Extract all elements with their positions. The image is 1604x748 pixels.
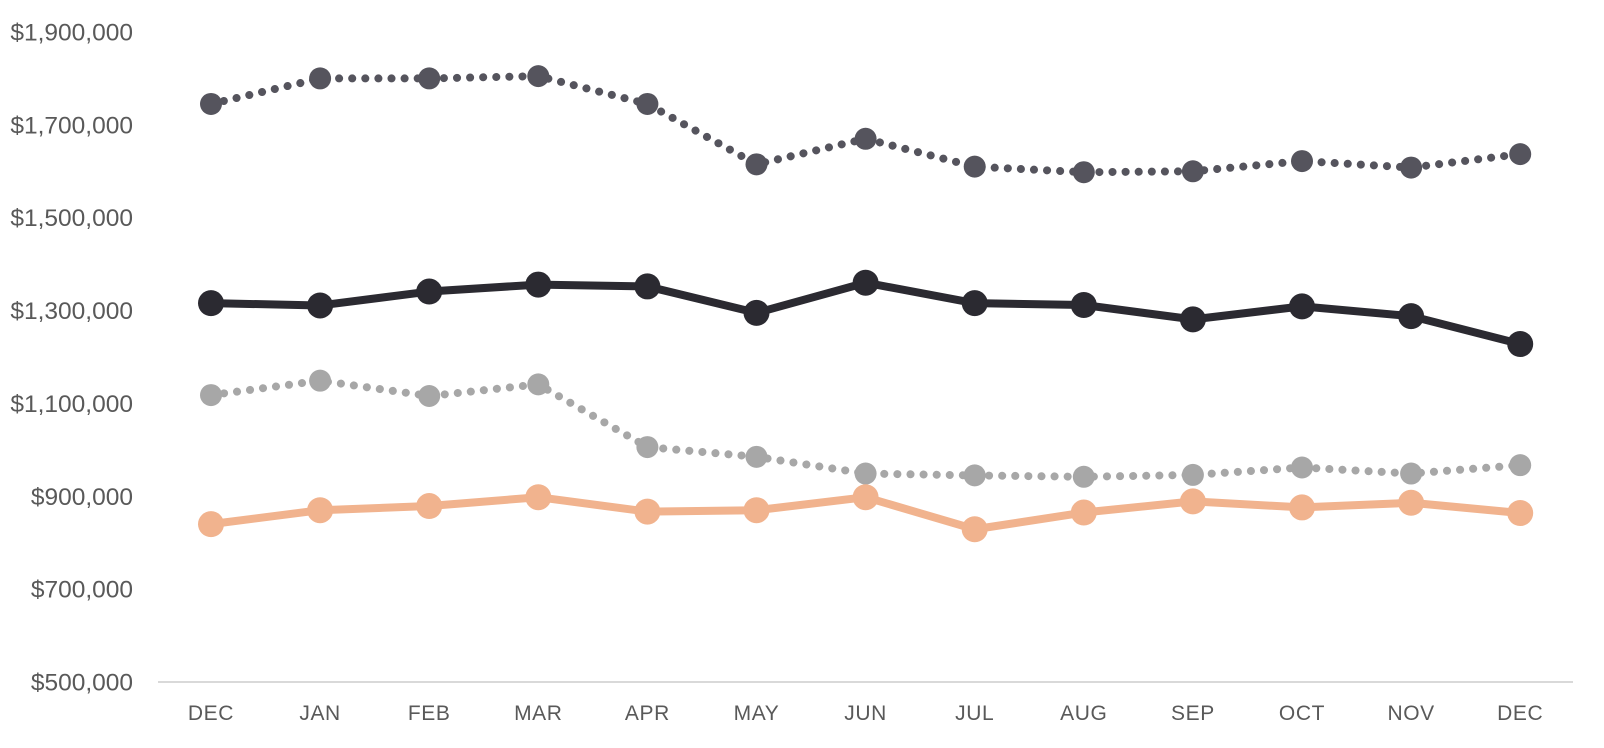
x-axis-tick-label: JUL [955, 702, 994, 725]
black-solid-series-marker [525, 271, 552, 298]
black-solid-series-marker [1179, 306, 1206, 333]
dark-dotted-series-marker [854, 127, 877, 150]
x-axis-tick-label: APR [625, 702, 670, 725]
gray-dotted-series-marker [1291, 456, 1313, 479]
peach-solid-series-marker [1507, 500, 1534, 526]
peach-solid-series-marker [1179, 488, 1206, 515]
dark-dotted-series-marker [1181, 160, 1204, 183]
black-solid-series-marker [743, 299, 770, 326]
black-solid-series-marker [416, 278, 443, 305]
dark-dotted-series-marker [1509, 143, 1532, 166]
y-axis-tick-label: $900,000 [31, 484, 133, 511]
gray-dotted-series-marker [1509, 454, 1532, 477]
gray-dotted-series-marker [745, 445, 768, 468]
x-axis-tick-label: JAN [299, 702, 340, 725]
peach-solid-series-marker [198, 511, 224, 538]
x-axis-tick-label: MAY [734, 702, 780, 725]
gray-dotted-series-marker [963, 464, 986, 487]
y-axis-tick-label: $1,100,000 [10, 391, 133, 418]
y-axis-tick-label: $1,500,000 [10, 205, 133, 232]
peach-solid-series-marker [961, 516, 988, 543]
gray-dotted-series-marker [1400, 462, 1423, 485]
y-axis-tick-label: $1,300,000 [10, 298, 133, 325]
peach-solid-series-marker [1398, 489, 1425, 516]
black-solid-series-marker [852, 269, 879, 296]
peach-solid-series-marker [743, 497, 770, 524]
black-solid-series-marker [1507, 331, 1534, 357]
dark-dotted-series-marker [636, 92, 659, 115]
black-solid-series-marker [1289, 293, 1315, 320]
black-solid-series-marker [1398, 303, 1425, 330]
black-solid-series-marker [198, 290, 224, 317]
x-axis-tick-label: NOV [1387, 702, 1434, 725]
gray-dotted-series-marker [1181, 463, 1204, 486]
gray-dotted-series-marker [1072, 465, 1095, 488]
x-axis-tick-label: SEP [1171, 702, 1215, 725]
dark-dotted-series-marker [1400, 156, 1423, 179]
x-axis-tick-label: OCT [1279, 702, 1325, 725]
black-solid-series-marker [307, 292, 334, 319]
dark-dotted-series-marker [1291, 150, 1313, 173]
black-solid-series-marker [634, 273, 661, 300]
black-solid-series-marker [1070, 292, 1097, 318]
x-axis-tick-label: AUG [1060, 702, 1107, 725]
dark-dotted-series-marker [1072, 161, 1095, 184]
gray-dotted-series-line [207, 376, 1525, 481]
dark-dotted-series-marker [418, 67, 441, 90]
x-axis-tick-label: MAR [514, 702, 562, 725]
y-axis-tick-label: $1,700,000 [10, 112, 133, 139]
peach-solid-series-marker [1070, 499, 1097, 526]
peach-solid-series-marker [852, 484, 879, 511]
x-axis-tick-label: DEC [1497, 702, 1543, 725]
dark-dotted-series-marker [309, 67, 332, 90]
dark-dotted-series-line [207, 72, 1525, 177]
gray-dotted-series-marker [418, 385, 441, 407]
x-axis-tick-label: DEC [188, 702, 234, 725]
y-axis-tick-label: $700,000 [31, 577, 133, 604]
peach-solid-series-marker [307, 497, 334, 524]
y-axis-tick-label: $500,000 [31, 670, 133, 697]
gray-dotted-series-marker [200, 384, 222, 407]
peach-solid-series-marker [525, 484, 552, 511]
gray-dotted-series-marker [309, 369, 332, 392]
x-axis-tick-label: JUN [844, 702, 887, 725]
dark-dotted-series-marker [963, 155, 986, 178]
dark-dotted-series-marker [745, 153, 768, 176]
gray-dotted-series-marker [636, 436, 659, 459]
dark-dotted-series-marker [527, 65, 550, 88]
dark-dotted-series-marker [200, 92, 222, 115]
gray-dotted-series-marker [854, 462, 877, 485]
gray-dotted-series-marker [527, 373, 550, 396]
x-axis-tick-label: FEB [408, 702, 451, 725]
peach-solid-series-marker [634, 498, 661, 525]
y-axis-tick-label: $1,900,000 [10, 20, 133, 47]
black-solid-series-marker [961, 290, 988, 317]
peach-solid-series-marker [1289, 494, 1315, 521]
peach-solid-series-marker [416, 493, 443, 520]
